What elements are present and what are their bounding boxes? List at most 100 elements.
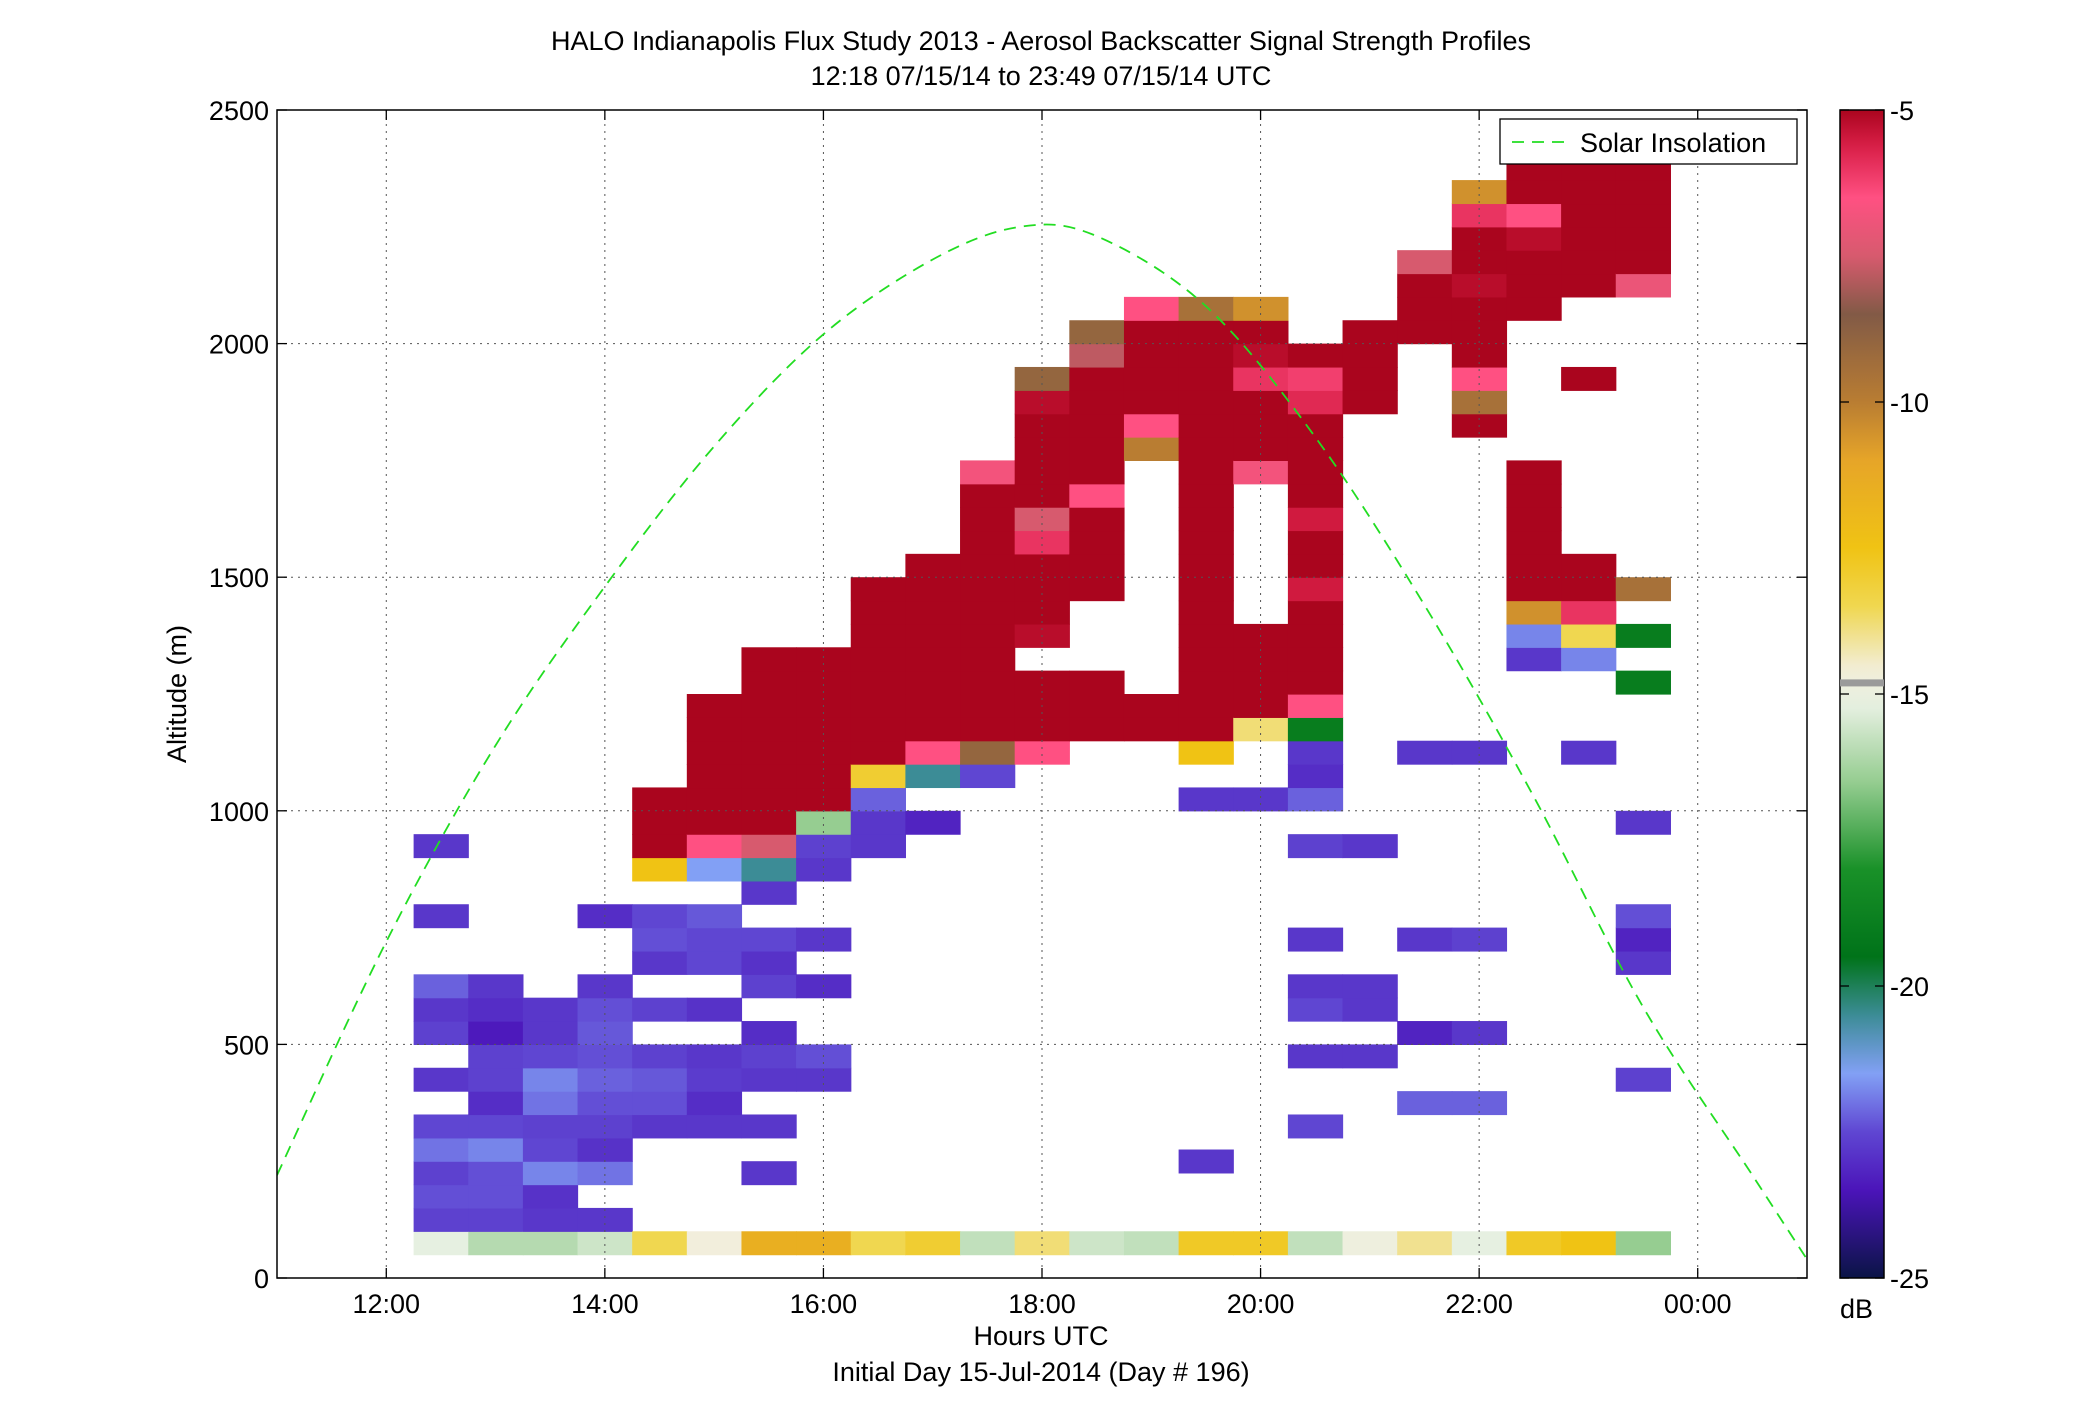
- heatmap-cell: [1069, 343, 1125, 368]
- heatmap-cell: [741, 764, 797, 789]
- heatmap-cell: [1561, 740, 1617, 765]
- heatmap-cell: [1451, 250, 1508, 275]
- heatmap-cell: [1014, 390, 1070, 415]
- heatmap-cell: [1615, 203, 1671, 228]
- heatmap-cell: [741, 1114, 797, 1139]
- heatmap-cell: [1069, 366, 1125, 391]
- heatmap-cell: [1123, 413, 1180, 438]
- heatmap-cell: [1069, 507, 1125, 532]
- heatmap-cell: [1342, 366, 1398, 391]
- heatmap-cell: [960, 717, 1016, 742]
- heatmap-cell: [796, 717, 852, 742]
- heatmap-cell: [1451, 226, 1508, 251]
- heatmap-cell: [1506, 226, 1562, 251]
- colorbar-tick-label: -25: [1890, 1264, 1929, 1294]
- heatmap-cell: [1397, 320, 1453, 345]
- y-tick-label: 500: [224, 1030, 269, 1060]
- heatmap-cell: [522, 1161, 579, 1186]
- heatmap-cell: [796, 927, 852, 952]
- heatmap-cell: [960, 694, 1016, 718]
- heatmap-cell: [1178, 390, 1234, 415]
- heatmap-cell: [686, 1067, 743, 1092]
- heatmap-cell: [686, 834, 743, 859]
- heatmap-cell: [796, 740, 852, 765]
- heatmap-cell: [1123, 694, 1180, 718]
- heatmap-cell: [741, 1044, 797, 1069]
- heatmap-cell: [468, 997, 524, 1022]
- heatmap-cell: [1506, 203, 1562, 228]
- heatmap-cell: [686, 950, 743, 975]
- heatmap-cell: [850, 764, 906, 789]
- heatmap-cell: [522, 1231, 579, 1256]
- tick-layer: 12:00 14:00 16:00 18:00 20:00 22:00 00:00 0 500 1…: [209, 96, 1807, 1319]
- heatmap-cell: [522, 1067, 579, 1092]
- heatmap-cell: [1233, 460, 1289, 485]
- heatmap-cell: [905, 647, 961, 672]
- heatmap-cell: [468, 1044, 524, 1069]
- heatmap-cell: [1014, 530, 1070, 555]
- heatmap-cell: [1178, 647, 1234, 672]
- heatmap-cell: [468, 1021, 524, 1045]
- heatmap-cell: [1506, 600, 1562, 625]
- heatmap-cell: [413, 1184, 469, 1209]
- x-axis-label: Hours UTC: [973, 1321, 1108, 1351]
- heatmap-cell: [577, 997, 633, 1022]
- colorbar-tick-label: -20: [1890, 972, 1929, 1002]
- heatmap-cell: [522, 1021, 579, 1045]
- heatmap-cell: [1287, 623, 1344, 648]
- heatmap-cell: [960, 530, 1016, 555]
- heatmap-cell: [1287, 413, 1344, 438]
- heatmap-cell: [1178, 437, 1234, 461]
- heatmap-cell: [796, 857, 852, 882]
- heatmap-cell: [1233, 717, 1289, 742]
- heatmap-cell: [1615, 180, 1671, 205]
- heatmap-cell: [1287, 1044, 1344, 1069]
- heatmap-cell: [1069, 320, 1125, 345]
- heatmap-cell: [1233, 670, 1289, 695]
- plot-area: 12:00 14:00 16:00 18:00 20:00 22:00 00:00 0 500 1…: [209, 96, 1808, 1319]
- colorbar-band: [1840, 679, 1884, 687]
- x-tick-label: 22:00: [1445, 1289, 1513, 1319]
- heatmap-cell: [796, 1067, 852, 1092]
- heatmap-cell: [1233, 296, 1289, 321]
- heatmap-cell: [741, 950, 797, 975]
- heatmap-cell: [632, 857, 688, 882]
- heatmap-cell: [1287, 647, 1344, 672]
- heatmap-cell: [1014, 577, 1070, 602]
- x-tick-label: 20:00: [1227, 1289, 1295, 1319]
- heatmap-cell: [468, 1184, 524, 1209]
- heatmap-cell: [632, 904, 688, 929]
- heatmap-cell: [1069, 670, 1125, 695]
- heatmap-cell: [960, 553, 1016, 578]
- heatmap-cell: [1561, 250, 1617, 275]
- heatmap-cell: [413, 1231, 469, 1256]
- heatmap-cell: [468, 974, 524, 999]
- heatmap-cell: [1561, 366, 1617, 391]
- colorbar-ticks: -5 -10 -15 -20 -25: [1840, 96, 1929, 1294]
- heatmap-cell: [1342, 343, 1398, 368]
- x-tick-label: 14:00: [571, 1289, 639, 1319]
- heatmap-cell: [1506, 623, 1562, 648]
- heatmap-cell: [686, 764, 743, 789]
- heatmap-cell: [1178, 1231, 1234, 1256]
- heatmap-cell: [905, 717, 961, 742]
- y-tick-label: 1500: [209, 563, 269, 593]
- heatmap-cell: [741, 1231, 797, 1256]
- heatmap-cell: [1178, 787, 1234, 812]
- heatmap-cell: [1233, 437, 1289, 461]
- heatmap-cell: [1397, 273, 1453, 298]
- heatmap-cell: [632, 1067, 688, 1092]
- heatmap-cell: [1342, 1231, 1398, 1256]
- heatmap-cell: [1233, 787, 1289, 812]
- heatmap-cell: [741, 740, 797, 765]
- heatmap-cell: [741, 927, 797, 952]
- heatmap-cell: [1069, 390, 1125, 415]
- heatmap-cell: [632, 1231, 688, 1256]
- heatmap-cell: [796, 1231, 852, 1256]
- heatmap-cell: [1287, 740, 1344, 765]
- heatmap-cell: [686, 694, 743, 718]
- heatmap-cell: [686, 1091, 743, 1116]
- heatmap-cell: [905, 600, 961, 625]
- heatmap-cell: [796, 647, 852, 672]
- heatmap-cell: [1506, 530, 1562, 555]
